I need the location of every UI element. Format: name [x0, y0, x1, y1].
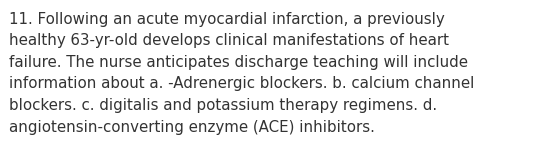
Text: 11. Following an acute myocardial infarction, a previously
healthy 63-yr-old dev: 11. Following an acute myocardial infarc…: [9, 12, 474, 135]
